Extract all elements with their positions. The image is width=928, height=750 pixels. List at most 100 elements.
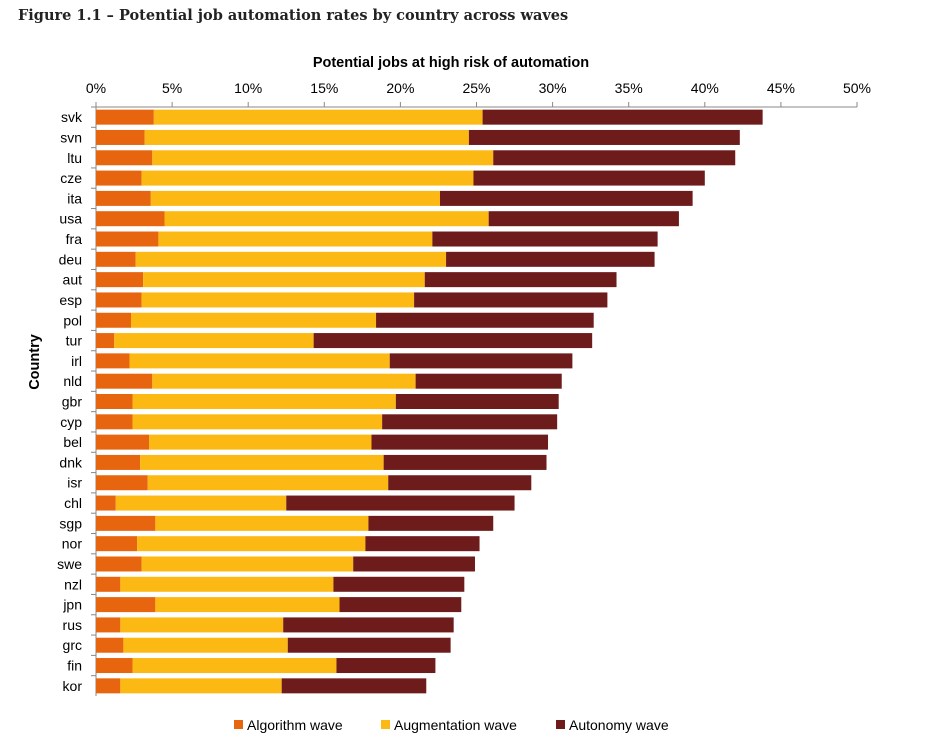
bar-algorithm-wave-aut [96,272,144,288]
bar-algorithm-wave-cyp [96,414,133,430]
category-label: nor [62,536,83,552]
bar-augmentation-wave-aut [143,272,425,288]
bar-augmentation-wave-swe [141,556,354,572]
legend-label: Augmentation wave [394,717,517,733]
bar-augmentation-wave-cze [141,170,474,186]
bar-autonomy-wave-usa [488,211,679,227]
bar-autonomy-wave-fin [336,658,436,674]
bar-autonomy-wave-jpn [339,597,462,613]
legend-label: Autonomy wave [569,717,669,733]
bar-algorithm-wave-grc [96,637,124,653]
category-label: jpn [62,597,82,613]
bar-autonomy-wave-tur [313,333,593,349]
x-tick-label: 25% [462,80,490,96]
bar-augmentation-wave-fin [132,658,337,674]
category-label: cze [60,170,82,186]
x-tick-label: 0% [86,80,106,96]
x-tick-label: 40% [691,80,719,96]
category-label: usa [59,211,82,227]
bar-algorithm-wave-rus [96,617,121,633]
category-label: nzl [64,576,82,592]
category-label: rus [63,617,82,633]
bar-algorithm-wave-tur [96,333,115,349]
bar-algorithm-wave-svn [96,129,145,145]
bar-augmentation-wave-fra [158,231,433,247]
bar-augmentation-wave-sgp [155,515,369,531]
category-label: isr [67,475,82,491]
x-tick-label: 15% [310,80,338,96]
bar-algorithm-wave-deu [96,251,136,267]
bar-algorithm-wave-dnk [96,454,141,470]
category-label: ita [67,190,82,206]
figure-title: Figure 1.1 – Potential job automation ra… [18,7,569,24]
bar-autonomy-wave-bel [371,434,549,450]
bar-augmentation-wave-cyp [132,414,383,430]
y-axis-title: Country [27,334,43,390]
bar-algorithm-wave-nor [96,536,138,552]
category-label: cyp [60,414,82,430]
bar-augmentation-wave-kor [120,678,282,694]
bar-algorithm-wave-nzl [96,576,121,592]
bar-algorithm-wave-cze [96,170,142,186]
legend-label: Algorithm wave [247,717,343,733]
legend-swatch [234,720,243,729]
category-label: chl [64,495,82,511]
bar-augmentation-wave-deu [135,251,447,267]
bar-algorithm-wave-usa [96,211,165,227]
bar-autonomy-wave-svn [468,129,740,145]
bar-algorithm-wave-pol [96,312,132,328]
x-axis-title: Potential jobs at high risk of automatio… [313,55,589,71]
bar-algorithm-wave-jpn [96,597,156,613]
category-label: gbr [62,394,83,410]
category-label: esp [59,292,82,308]
bar-augmentation-wave-bel [149,434,372,450]
bar-augmentation-wave-ltu [152,150,494,166]
bar-augmentation-wave-svn [144,129,469,145]
bar-autonomy-wave-chl [286,495,515,511]
category-label: irl [71,353,82,369]
bar-autonomy-wave-fra [432,231,658,247]
bar-autonomy-wave-ita [439,190,693,206]
bar-autonomy-wave-esp [414,292,608,308]
category-label: fra [66,231,83,247]
bar-autonomy-wave-irl [389,353,573,369]
x-tick-label: 50% [843,80,871,96]
bar-autonomy-wave-gbr [395,394,559,409]
bar-augmentation-wave-dnk [140,454,384,470]
bar-autonomy-wave-cze [473,170,705,186]
category-label: ltu [67,150,82,166]
bar-algorithm-wave-sgp [96,515,156,531]
category-label: bel [63,434,82,450]
bar-autonomy-wave-aut [424,272,617,288]
bar-autonomy-wave-pol [376,312,594,328]
bar-autonomy-wave-cyp [382,414,558,430]
bar-autonomy-wave-nor [365,536,480,552]
bar-augmentation-wave-rus [120,617,284,633]
bar-algorithm-wave-svk [96,109,154,125]
bar-algorithm-wave-ita [96,190,151,206]
bar-augmentation-wave-nor [137,536,366,552]
x-tick-label: 30% [539,80,567,96]
x-tick-label: 5% [162,80,182,96]
bar-algorithm-wave-isr [96,475,148,491]
category-label: dnk [59,454,83,470]
bar-augmentation-wave-gbr [132,394,396,409]
bar-algorithm-wave-fra [96,231,159,247]
bar-augmentation-wave-usa [164,211,489,227]
category-label: deu [59,251,82,267]
bar-autonomy-wave-nld [415,373,562,389]
bar-algorithm-wave-nld [96,373,153,389]
bar-augmentation-wave-jpn [155,597,340,613]
bar-augmentation-wave-svk [153,109,483,125]
bar-augmentation-wave-chl [115,495,287,511]
x-tick-label: 20% [386,80,414,96]
bar-algorithm-wave-fin [96,658,133,674]
category-label: fin [67,658,82,674]
bar-augmentation-wave-isr [147,475,389,491]
legend-swatch [556,720,565,729]
category-label: svk [61,109,83,125]
category-label: kor [63,678,83,694]
category-label: nld [63,373,82,389]
x-tick-label: 10% [234,80,262,96]
